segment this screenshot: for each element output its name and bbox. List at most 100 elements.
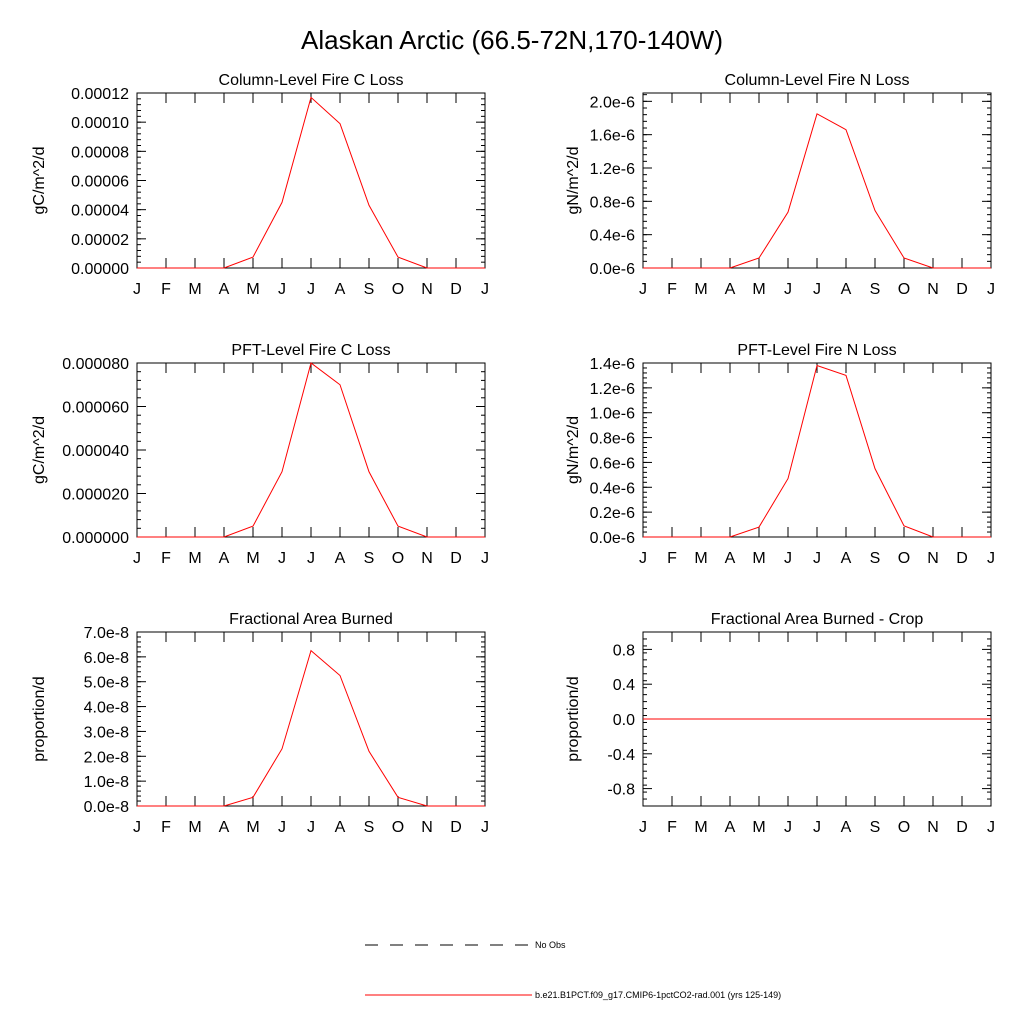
x-tick-label: F (161, 819, 171, 836)
x-tick-label: A (335, 819, 346, 836)
x-tick-label: M (752, 281, 765, 298)
y-tick-label: 0.0 (613, 712, 635, 729)
x-tick-label: M (246, 819, 259, 836)
x-tick-label: J (307, 281, 315, 298)
plot-frame (642, 362, 992, 538)
y-axis-label: proportion/d (565, 676, 582, 761)
x-tick-label: J (813, 819, 821, 836)
x-tick-label: O (392, 281, 404, 298)
x-tick-label: J (481, 281, 489, 298)
plot-frame (136, 92, 486, 269)
x-tick-label: J (278, 550, 286, 567)
x-tick-label: N (421, 819, 433, 836)
x-tick-label: D (956, 281, 968, 298)
x-tick-label: A (725, 281, 736, 298)
x-tick-label: F (667, 550, 677, 567)
legend: No Obs b.e21.B1PCT.f09_g17.CMIP6-1pctCO2-… (365, 940, 781, 1000)
x-tick-label: J (784, 819, 792, 836)
x-tick-label: N (421, 550, 433, 567)
y-tick-label: 2.0e-8 (84, 749, 129, 766)
plot-frame (642, 92, 992, 269)
y-tick-label: 0.8e-6 (590, 431, 635, 448)
y-axis-label: proportion/d (31, 676, 48, 761)
x-tick-label: F (161, 281, 171, 298)
legend-label: b.e21.B1PCT.f09_g17.CMIP6-1pctCO2-rad.00… (535, 990, 781, 1000)
x-tick-label: D (956, 819, 968, 836)
y-axis-label: gN/m^2/d (565, 416, 582, 484)
x-tick-label: O (898, 819, 910, 836)
x-tick-label: F (161, 550, 171, 567)
x-tick-label: A (219, 550, 230, 567)
x-tick-label: J (813, 281, 821, 298)
y-tick-label: -0.4 (607, 747, 635, 764)
y-axis-label: gC/m^2/d (31, 147, 48, 215)
y-tick-label: 1.0e-6 (590, 406, 635, 423)
y-tick-label: 0.2e-6 (590, 505, 635, 522)
y-tick-label: 0.4 (613, 677, 635, 694)
x-tick-label: A (841, 281, 852, 298)
x-tick-label: M (188, 281, 201, 298)
y-tick-label: 0.8e-6 (590, 194, 635, 211)
y-tick-label: 0.000060 (62, 400, 129, 417)
y-tick-label: -0.8 (607, 782, 635, 799)
x-tick-label: S (870, 550, 881, 567)
y-tick-label: 0.000040 (62, 443, 129, 460)
figure-title: Alaskan Arctic (66.5-72N,170-140W) (301, 25, 723, 55)
x-tick-label: J (133, 550, 141, 567)
x-tick-label: M (188, 550, 201, 567)
series-line (137, 649, 485, 807)
x-tick-label: O (898, 550, 910, 567)
y-tick-label: 0.00006 (71, 174, 129, 191)
y-tick-label: 4.0e-8 (84, 700, 129, 717)
y-tick-label: 0.0e-6 (590, 261, 635, 278)
x-tick-label: M (694, 281, 707, 298)
x-tick-label: N (927, 281, 939, 298)
legend-label: No Obs (535, 940, 566, 950)
x-tick-label: J (813, 550, 821, 567)
x-tick-label: N (927, 819, 939, 836)
x-tick-label: A (725, 550, 736, 567)
x-tick-label: A (725, 819, 736, 836)
x-tick-label: J (987, 550, 995, 567)
x-tick-label: J (987, 281, 995, 298)
series-line (137, 362, 485, 538)
x-tick-label: O (392, 550, 404, 567)
x-tick-label: J (278, 281, 286, 298)
x-tick-label: A (219, 281, 230, 298)
y-tick-label: 1.6e-6 (590, 128, 635, 145)
x-tick-label: F (667, 819, 677, 836)
y-tick-label: 0.000080 (62, 356, 129, 373)
y-tick-label: 0.00004 (71, 203, 129, 220)
chart-title: Fractional Area Burned (229, 611, 393, 628)
chart-title: Column-Level Fire C Loss (219, 72, 404, 89)
x-tick-label: J (307, 819, 315, 836)
x-tick-label: N (421, 281, 433, 298)
y-tick-label: 7.0e-8 (84, 625, 129, 642)
x-tick-label: M (752, 819, 765, 836)
y-tick-label: 0.0e-8 (84, 799, 129, 816)
y-axis-label: gC/m^2/d (31, 416, 48, 484)
y-tick-label: 1.2e-6 (590, 381, 635, 398)
y-tick-label: 0.00010 (71, 115, 129, 132)
x-tick-label: J (639, 819, 647, 836)
x-tick-label: A (219, 819, 230, 836)
x-tick-label: J (639, 281, 647, 298)
y-tick-label: 0.00012 (71, 86, 129, 103)
y-tick-label: 1.2e-6 (590, 161, 635, 178)
y-tick-label: 0.00000 (71, 261, 129, 278)
x-tick-label: A (841, 819, 852, 836)
x-tick-label: J (481, 819, 489, 836)
x-tick-label: M (752, 550, 765, 567)
y-tick-label: 6.0e-8 (84, 650, 129, 667)
x-tick-label: M (246, 550, 259, 567)
x-tick-label: J (133, 819, 141, 836)
x-tick-label: D (450, 281, 462, 298)
y-tick-label: 2.0e-6 (590, 94, 635, 111)
x-tick-label: A (335, 281, 346, 298)
